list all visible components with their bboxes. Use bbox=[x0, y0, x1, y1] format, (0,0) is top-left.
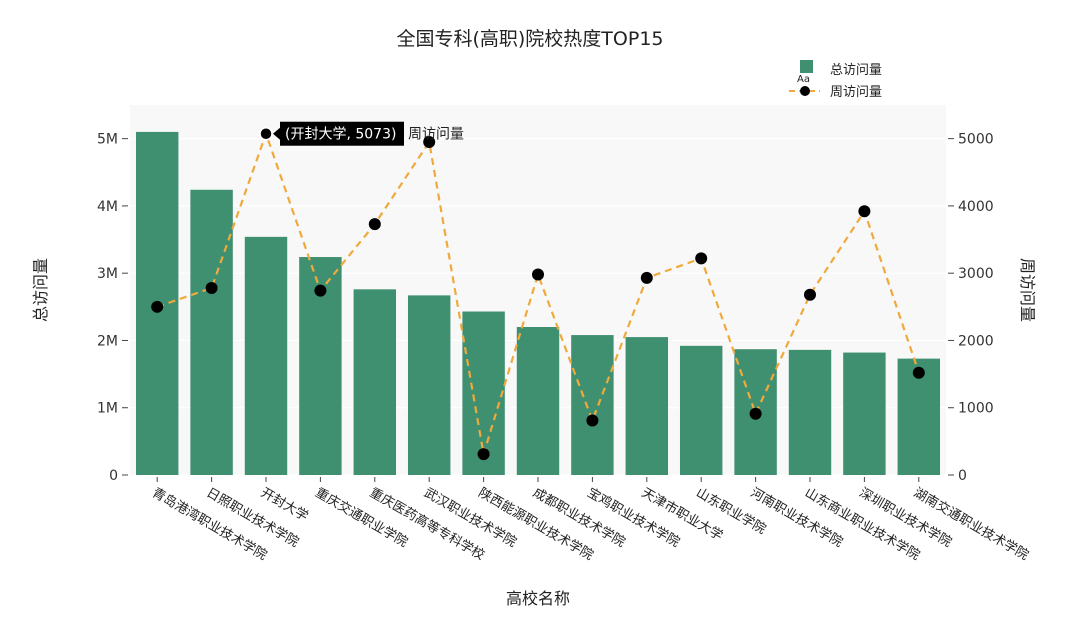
left-tick-label: 1M bbox=[97, 401, 118, 417]
bar[interactable] bbox=[679, 345, 723, 475]
chart-title: 全国专科(高职)院校热度TOP15 bbox=[396, 28, 663, 50]
left-axis: 0 1M 2M 3M 4M 5M bbox=[97, 132, 128, 484]
legend-swatch-marker bbox=[800, 86, 810, 96]
bar[interactable] bbox=[244, 236, 288, 475]
line-point[interactable] bbox=[912, 366, 925, 379]
hover-pointer bbox=[273, 127, 280, 140]
legend-swatch-bars bbox=[800, 60, 813, 73]
hover-label: (开封大学, 5073) bbox=[285, 127, 396, 143]
line-point[interactable] bbox=[586, 414, 599, 427]
line-point[interactable] bbox=[259, 126, 273, 141]
right-axis: 0 1000 2000 3000 4000 5000 bbox=[948, 132, 994, 484]
line-point[interactable] bbox=[314, 284, 327, 297]
left-tick-label: 5M bbox=[97, 132, 118, 148]
line-point[interactable] bbox=[368, 218, 381, 231]
bar[interactable] bbox=[788, 349, 832, 475]
x-axis-title: 高校名称 bbox=[506, 589, 570, 608]
left-axis-title: 总访问量 bbox=[31, 258, 50, 322]
line-point[interactable] bbox=[423, 136, 436, 148]
right-tick-label: 4000 bbox=[958, 199, 994, 215]
right-tick-label: 5000 bbox=[958, 132, 994, 148]
hover-tooltip: (开封大学, 5073) 周访问量 bbox=[273, 121, 464, 146]
line-series bbox=[151, 126, 925, 461]
bar[interactable] bbox=[516, 327, 560, 475]
hover-box bbox=[280, 121, 404, 146]
legend-label-line[interactable]: 周访问量 bbox=[830, 85, 882, 100]
legend[interactable]: Aa 总访问量 周访问量 bbox=[789, 60, 882, 100]
legend-label-bars[interactable]: 总访问量 bbox=[830, 63, 882, 78]
right-tick-label: 2000 bbox=[958, 333, 994, 349]
left-tick-label: 3M bbox=[97, 266, 118, 282]
right-tick-label: 1000 bbox=[958, 401, 994, 417]
line-point[interactable] bbox=[151, 300, 164, 313]
bar[interactable] bbox=[625, 337, 669, 475]
line-point[interactable] bbox=[749, 407, 762, 420]
line-point[interactable] bbox=[532, 268, 544, 281]
bar[interactable] bbox=[190, 189, 233, 475]
legend-swatch-text: Aa bbox=[797, 74, 810, 85]
line-point[interactable] bbox=[477, 448, 490, 461]
left-tick-label: 0 bbox=[109, 468, 118, 484]
line-point[interactable] bbox=[858, 205, 871, 218]
right-tick-label: 0 bbox=[958, 468, 967, 484]
line-path bbox=[156, 130, 920, 455]
bar[interactable] bbox=[571, 335, 614, 475]
right-tick-label: 3000 bbox=[958, 266, 994, 282]
hover-series-name: 周访问量 bbox=[408, 127, 464, 143]
line-point[interactable] bbox=[205, 281, 218, 294]
left-tick-label: 4M bbox=[97, 199, 118, 215]
bar[interactable] bbox=[353, 289, 397, 475]
left-tick-label: 2M bbox=[97, 333, 118, 349]
bar[interactable] bbox=[407, 295, 451, 475]
line-point[interactable] bbox=[695, 252, 708, 265]
bar[interactable] bbox=[843, 352, 886, 475]
line-point[interactable] bbox=[804, 288, 816, 301]
line-point[interactable] bbox=[640, 271, 653, 284]
right-axis-title: 周访问量 bbox=[1018, 258, 1037, 322]
